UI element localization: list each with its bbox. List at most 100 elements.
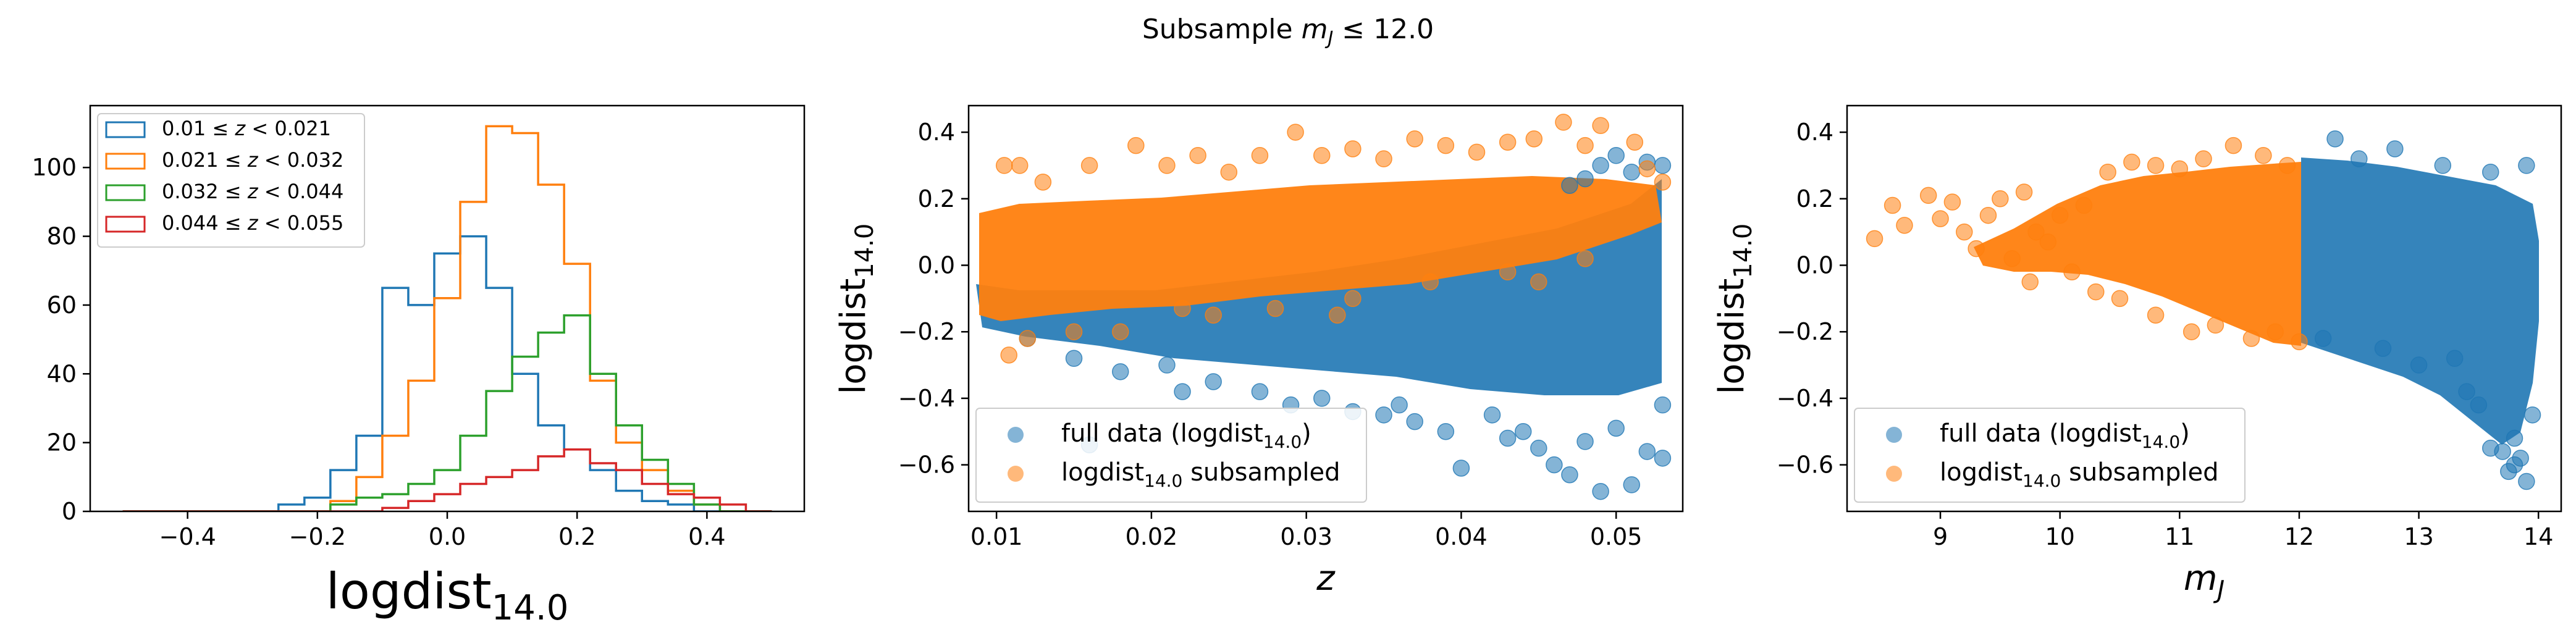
- scatter-point: [1406, 413, 1423, 430]
- scatter-point: [1437, 136, 1455, 154]
- y-tick-label: 100: [32, 154, 77, 181]
- legend-swatch: [105, 153, 146, 170]
- y-axis-label: logdist14.0: [1712, 224, 1757, 395]
- scatter-point: [1344, 290, 1362, 308]
- scatter-point: [2087, 283, 2105, 301]
- scatter-point: [1251, 147, 1269, 164]
- scatter-point: [2207, 316, 2225, 334]
- scatter-point: [1205, 306, 1222, 324]
- scatter-point: [1344, 140, 1362, 157]
- scatter-point: [1654, 157, 1672, 174]
- scatter-point: [2446, 350, 2464, 367]
- scatter-point: [1111, 363, 1129, 380]
- figure-suptitle: Subsample mJ ≤ 12.0: [1142, 14, 1434, 49]
- scatter-point: [2242, 330, 2260, 347]
- scatter-point: [2482, 163, 2499, 181]
- legend-marker: [1008, 466, 1024, 482]
- scatter-point: [1576, 136, 1594, 154]
- legend-swatch: [105, 216, 146, 233]
- y-tick-label: 0.2: [918, 185, 955, 212]
- scatter-point: [1546, 456, 1563, 474]
- scatter-points: [1866, 130, 2541, 490]
- plot-frame: [1846, 104, 2562, 513]
- y-axis-label: logdist14.0: [833, 224, 879, 395]
- y-tick-label: 20: [47, 429, 77, 456]
- y-tick-label: −0.6: [898, 451, 955, 479]
- scatter-point: [2123, 153, 2140, 171]
- histogram-panel: −0.4 −0.2 0.0 0.2 0.4 0 20 40 60 80 100 logdist14…: [32, 104, 806, 628]
- scatter-point: [1592, 117, 1609, 135]
- scatter-point: [1654, 450, 1672, 467]
- x-tick-label: 0.2: [558, 523, 596, 550]
- scatter-point: [2458, 383, 2475, 400]
- scatter-point: [2518, 472, 2535, 490]
- scatter-point: [2291, 333, 2308, 351]
- scatter-point: [1576, 433, 1594, 450]
- scatter-point: [1220, 163, 1238, 181]
- y-tick-label: 0.4: [1796, 119, 1833, 146]
- x-tick-label: 0.05: [1590, 523, 1643, 550]
- x-axis-label: z: [1316, 558, 1336, 598]
- scatter-point: [2351, 150, 2368, 167]
- scatter-point: [2278, 157, 2296, 174]
- scatter-point: [1313, 147, 1331, 164]
- scatter-point: [1174, 383, 1191, 400]
- scatter-point: [1375, 406, 1392, 424]
- scatter-point: [1266, 300, 1284, 317]
- legend: full data (logdist14.0) logdist14.0 subs…: [1854, 408, 2246, 503]
- legend-entry: 0.021 ≤ z < 0.032: [105, 148, 343, 172]
- legend-entry: logdist14.0 subsampled: [1008, 458, 1340, 491]
- scatter-point: [1530, 439, 1547, 457]
- point-cloud: [976, 176, 1662, 395]
- scatter-point: [2410, 356, 2428, 374]
- scatter-point: [2111, 290, 2129, 308]
- scatter-point: [1375, 150, 1392, 167]
- scatter-point: [2326, 130, 2344, 148]
- scatter-point: [1000, 346, 1017, 364]
- scatter-point: [1158, 356, 1176, 374]
- x-tick-label: 11: [2165, 523, 2194, 550]
- y-tick-label: 0.2: [1796, 185, 1833, 212]
- x-axis-ticks: −0.4 −0.2 0.0 0.2 0.4: [159, 511, 726, 550]
- scatter-point: [1514, 423, 1532, 440]
- scatter-point: [1607, 419, 1625, 437]
- scatter-point: [1638, 160, 1656, 178]
- scatter-point: [1287, 124, 1304, 141]
- scatter-point: [1525, 130, 1543, 148]
- legend-marker: [1886, 466, 1902, 482]
- legend-label: 0.032 ≤ z < 0.044: [162, 180, 343, 203]
- full-data-band: [2301, 157, 2539, 445]
- scatter-point: [2147, 157, 2165, 174]
- y-tick-label: −0.6: [1777, 451, 1833, 479]
- scatter-point: [1638, 443, 1656, 460]
- scatter-point: [1080, 157, 1098, 174]
- scatter-point: [1499, 263, 1517, 281]
- scatter-point: [2027, 223, 2045, 241]
- scatter-point: [1555, 114, 1572, 131]
- scatter-point: [1932, 210, 1949, 227]
- scatter-point: [2470, 396, 2488, 414]
- legend-frame: [975, 408, 1367, 503]
- x-tick-label: 0.0: [429, 523, 466, 550]
- scatter-point: [1065, 323, 1083, 340]
- scatter-point: [1391, 396, 1408, 414]
- legend-entry: logdist14.0 subsampled: [1886, 458, 2218, 491]
- scatter-mj-panel: 9 10 11 12 13 14 −0.6 −0.4 −0.2 0.0 0.2 0.4 mJ log…: [1712, 104, 2562, 604]
- legend-swatch: [105, 184, 146, 201]
- scatter-point: [2267, 323, 2284, 340]
- y-tick-label: 60: [47, 292, 77, 319]
- scatter-point: [1992, 190, 2009, 208]
- scatter-point: [2099, 163, 2116, 181]
- scatter-point: [2015, 183, 2033, 201]
- scatter-point: [1158, 157, 1176, 174]
- scatter-points: [995, 114, 1672, 500]
- histogram-step-line: [122, 448, 772, 511]
- scatter-point: [2075, 196, 2093, 214]
- scatter-point: [2523, 406, 2541, 424]
- histogram-step-line: [122, 314, 772, 511]
- y-tick-label: −0.4: [898, 385, 955, 412]
- scatter-point: [1421, 273, 1439, 291]
- x-tick-label: 14: [2523, 523, 2553, 550]
- scatter-point: [2512, 450, 2529, 467]
